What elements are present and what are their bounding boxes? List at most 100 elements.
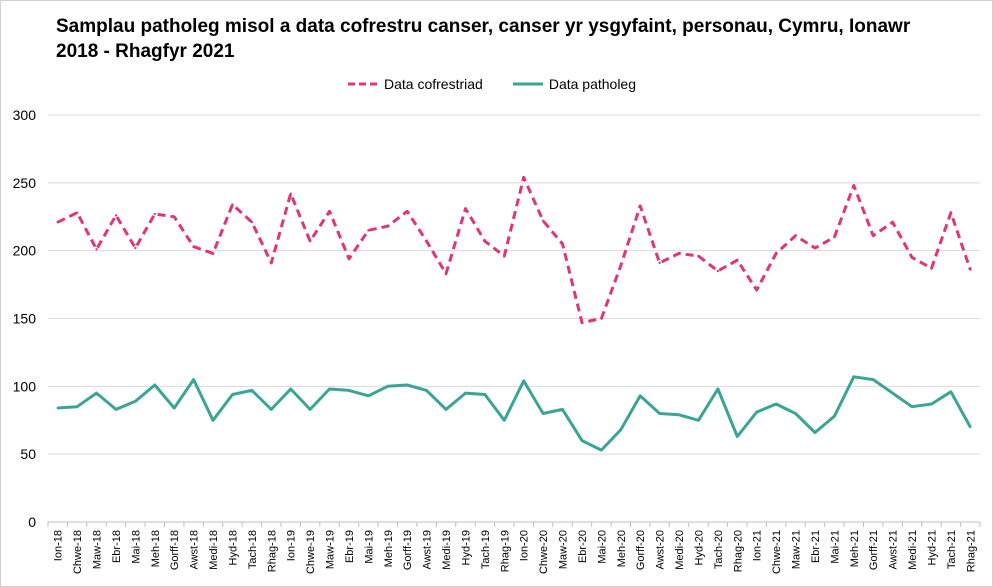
x-tick-label: Rhag-19	[499, 530, 511, 572]
data-point-series-0	[231, 203, 234, 206]
chart-title: Samplau patholeg misol a data cofrestru …	[56, 16, 911, 62]
data-point-series-1	[541, 412, 545, 415]
data-point-series-0	[503, 254, 506, 258]
x-tick-label: Ebr-18	[111, 530, 123, 563]
data-point-series-0	[969, 268, 972, 271]
x-tick-label: Mai-19	[363, 530, 375, 564]
x-tick-label: Hyd-19	[460, 530, 472, 565]
data-point-series-0	[444, 272, 448, 275]
x-tick-label: Chwe-20	[538, 530, 550, 574]
data-point-series-0	[716, 269, 720, 273]
data-point-series-1	[833, 414, 836, 418]
x-tick-label: Rhag-20	[732, 530, 744, 572]
y-tick-label: 250	[13, 175, 37, 191]
data-point-series-0	[328, 210, 331, 213]
x-tick-label: Tach-20	[713, 530, 725, 569]
x-tick-label: Medi-19	[441, 530, 453, 570]
data-point-series-1	[677, 413, 681, 417]
x-tick-label: Medi-20	[674, 530, 686, 570]
x-tick-label: Maw-19	[325, 530, 337, 569]
data-point-series-0	[794, 234, 797, 237]
x-tick-label: Gorff-20	[635, 530, 647, 570]
y-tick-label: 100	[13, 378, 37, 394]
x-tick-label: Awst-18	[189, 530, 201, 570]
data-point-series-0	[289, 192, 292, 195]
data-point-series-1	[774, 402, 778, 406]
data-point-series-1	[347, 389, 351, 392]
x-tick-label: Maw-18	[92, 530, 104, 569]
x-tick-label: Awst-21	[888, 530, 900, 570]
data-point-series-0	[541, 219, 545, 223]
data-point-series-1	[872, 378, 875, 381]
x-tick-label: Mai-20	[596, 530, 608, 564]
data-point-series-0	[580, 321, 584, 324]
data-point-series-1	[114, 408, 118, 411]
series-line-1	[57, 375, 972, 452]
data-point-series-0	[872, 234, 875, 237]
data-point-series-1	[270, 408, 273, 411]
data-point-series-0	[930, 267, 933, 270]
data-point-series-0	[386, 225, 389, 228]
data-point-series-0	[677, 252, 681, 255]
y-tick-label: 300	[13, 107, 37, 123]
data-point-series-0	[211, 252, 215, 255]
x-tick-label: Maw-20	[558, 530, 570, 569]
data-point-series-1	[173, 406, 176, 410]
data-point-series-1	[910, 405, 914, 408]
data-point-series-1	[95, 391, 98, 395]
data-point-series-1	[969, 425, 972, 429]
data-point-series-1	[600, 448, 603, 452]
data-point-series-0	[658, 261, 661, 265]
x-tick-label: Gorff-19	[402, 530, 414, 570]
x-tick-label: Rhag-21	[965, 530, 977, 572]
data-point-series-1	[406, 383, 409, 387]
data-point-series-0	[619, 264, 622, 267]
data-point-series-1	[852, 375, 855, 379]
data-point-series-1	[930, 402, 933, 406]
x-tick-label: Gorff-18	[169, 530, 181, 570]
data-point-series-0	[697, 254, 700, 258]
data-point-series-0	[852, 184, 855, 187]
data-point-series-0	[134, 246, 137, 250]
x-tick-label: Hyd-20	[693, 530, 705, 565]
series-line-0	[57, 175, 972, 325]
data-point-series-1	[386, 385, 389, 388]
legend-label-pathology: Data patholeg	[548, 76, 637, 92]
data-point-series-0	[308, 239, 312, 243]
x-tick-label: Ebr-19	[344, 530, 356, 563]
x-tick-label: Ion-21	[752, 530, 764, 561]
data-point-series-0	[910, 256, 914, 259]
data-point-series-0	[406, 210, 409, 213]
data-point-series-1	[522, 379, 525, 383]
x-tick-label: Tach-19	[480, 530, 492, 569]
y-tick-label: 50	[20, 446, 36, 462]
y-tick-label: 150	[13, 311, 37, 327]
data-point-series-1	[464, 391, 467, 395]
x-tick-label: Meh-19	[383, 530, 395, 567]
x-tick-label: Ion-18	[53, 530, 65, 561]
data-point-series-0	[949, 211, 953, 214]
data-point-series-1	[949, 390, 953, 393]
data-point-series-0	[75, 211, 79, 214]
x-tick-label: Rhag-18	[266, 530, 278, 572]
data-point-series-0	[483, 239, 487, 243]
data-point-series-1	[192, 378, 195, 381]
data-point-series-0	[56, 220, 59, 224]
data-point-series-1	[444, 408, 448, 411]
data-point-series-1	[328, 387, 331, 391]
x-tick-label: Ion-19	[286, 530, 298, 561]
x-tick-label: Tach-18	[247, 530, 259, 569]
data-point-series-0	[464, 207, 467, 210]
data-point-series-1	[716, 387, 720, 391]
x-tick-label: Awst-19	[422, 530, 434, 570]
data-point-series-0	[736, 258, 739, 262]
data-point-series-1	[308, 408, 312, 411]
data-point-series-0	[891, 220, 894, 224]
data-point-series-1	[561, 408, 564, 411]
data-point-series-0	[95, 248, 98, 251]
data-point-series-0	[755, 288, 758, 292]
data-point-series-1	[211, 419, 215, 422]
data-point-series-0	[250, 220, 254, 224]
data-point-series-1	[153, 383, 156, 387]
